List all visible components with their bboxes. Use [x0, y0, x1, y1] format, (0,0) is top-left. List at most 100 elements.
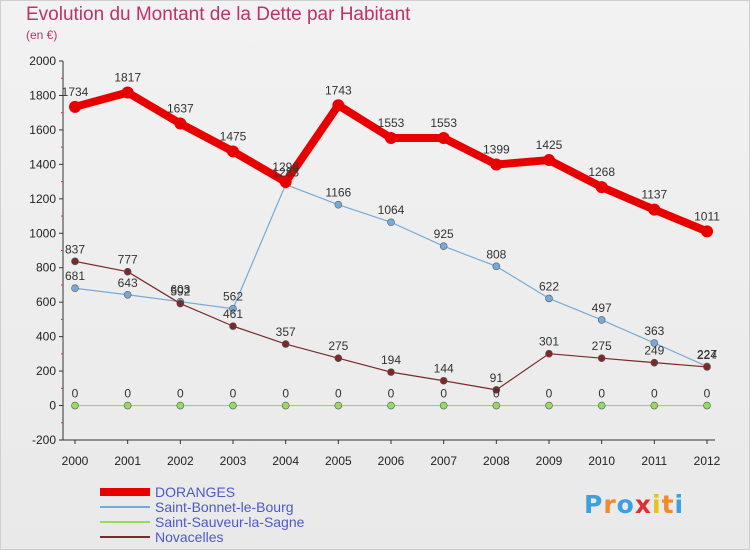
data-label: 837 [65, 242, 85, 256]
y-tick-label: 1600 [29, 123, 56, 137]
data-label: 0 [651, 387, 658, 401]
data-label: 777 [118, 253, 138, 267]
y-tick-label: 1800 [29, 88, 56, 102]
data-label: 275 [328, 339, 348, 353]
data-label: 1166 [325, 186, 351, 200]
data-point [229, 304, 237, 313]
data-label: 562 [223, 290, 243, 304]
data-label: 643 [118, 276, 138, 290]
x-tick-label: 2001 [114, 454, 141, 468]
data-point [121, 86, 134, 99]
data-point [650, 358, 659, 367]
data-point [176, 299, 185, 308]
data-point [69, 100, 81, 113]
data-point [703, 363, 711, 371]
y-tick-label: 1400 [29, 157, 56, 171]
data-point [543, 154, 555, 167]
data-label: 925 [434, 227, 454, 241]
data-label: 0 [124, 387, 131, 401]
data-label: 1637 [167, 102, 194, 116]
data-label: 808 [486, 247, 506, 261]
y-tick-label: 1200 [29, 192, 56, 206]
data-label: 227 [697, 347, 717, 361]
data-point [279, 175, 292, 188]
logo-letter: x [634, 490, 652, 519]
data-label: 1283 [272, 166, 299, 180]
y-tick-label: 1000 [29, 226, 56, 240]
data-point [334, 401, 343, 410]
y-tick-label: 600 [36, 295, 56, 309]
chart-title: Evolution du Montant de la Dette par Hab… [26, 4, 411, 25]
data-point [650, 339, 659, 347]
data-point [385, 132, 397, 145]
data-label: 1553 [430, 116, 457, 130]
y-tick-label: 2000 [29, 54, 56, 68]
data-label: 461 [223, 307, 243, 321]
data-point [229, 401, 237, 410]
data-label: 1298 [272, 160, 299, 174]
legend-label: Novacelles [155, 528, 224, 545]
data-point [123, 267, 132, 276]
data-point [334, 354, 343, 362]
y-tick-label: 800 [36, 261, 56, 275]
data-point [71, 257, 79, 266]
data-label: 1064 [378, 203, 405, 217]
data-point [387, 401, 395, 410]
data-point [597, 354, 606, 362]
data-point [123, 401, 132, 410]
data-point [437, 132, 450, 145]
data-point [492, 401, 501, 410]
legend-swatch [100, 520, 150, 523]
legend-label: DORANGES [155, 483, 236, 500]
data-point [545, 401, 553, 410]
x-tick-label: 2011 [641, 454, 667, 468]
data-label: 224 [697, 348, 717, 362]
x-tick-label: 2002 [167, 454, 194, 468]
legend-item: DORANGES [100, 483, 304, 500]
data-point [439, 242, 448, 250]
legend-label: Saint-Bonnet-le-Bourg [155, 498, 294, 515]
data-label: 249 [644, 344, 664, 358]
x-tick-label: 2008 [483, 454, 510, 468]
data-point [174, 117, 187, 130]
data-point [176, 401, 185, 410]
data-label: 497 [592, 301, 612, 315]
data-label: 144 [434, 362, 454, 376]
data-point [490, 158, 503, 171]
y-tick-label: 0 [49, 399, 56, 413]
data-point [71, 401, 79, 410]
y-tick-label: 200 [36, 364, 56, 378]
logo-letter: r [603, 490, 617, 519]
x-tick-label: 2007 [430, 454, 457, 468]
data-label: 0 [335, 387, 342, 401]
data-label: 0 [598, 387, 605, 401]
data-point [332, 99, 345, 112]
data-point [545, 294, 553, 303]
legend-swatch [100, 505, 150, 508]
data-label: 0 [546, 387, 553, 401]
data-point [650, 401, 659, 410]
data-point [595, 181, 608, 194]
x-tick-label: 2006 [378, 454, 405, 468]
data-label: 1425 [536, 138, 563, 152]
legend-swatch [100, 535, 150, 538]
data-label: 1734 [62, 85, 89, 99]
logo-letter: i [674, 490, 685, 519]
logo-letter: t [661, 490, 675, 519]
data-label: 275 [592, 339, 612, 353]
data-label: 363 [644, 324, 664, 338]
data-label: 1268 [588, 165, 615, 179]
data-label: 1475 [220, 129, 247, 143]
data-label: 1553 [378, 116, 405, 130]
data-label: 0 [704, 387, 711, 401]
data-point [229, 322, 237, 330]
data-label: 1743 [325, 83, 352, 97]
data-point [281, 340, 290, 348]
x-tick-label: 2003 [220, 454, 247, 468]
data-label: 1399 [483, 143, 510, 157]
data-label: 194 [381, 353, 401, 367]
data-point [439, 376, 448, 385]
data-label: 0 [72, 387, 79, 401]
logo-letter: o [616, 490, 635, 519]
data-label: 1817 [114, 71, 141, 85]
